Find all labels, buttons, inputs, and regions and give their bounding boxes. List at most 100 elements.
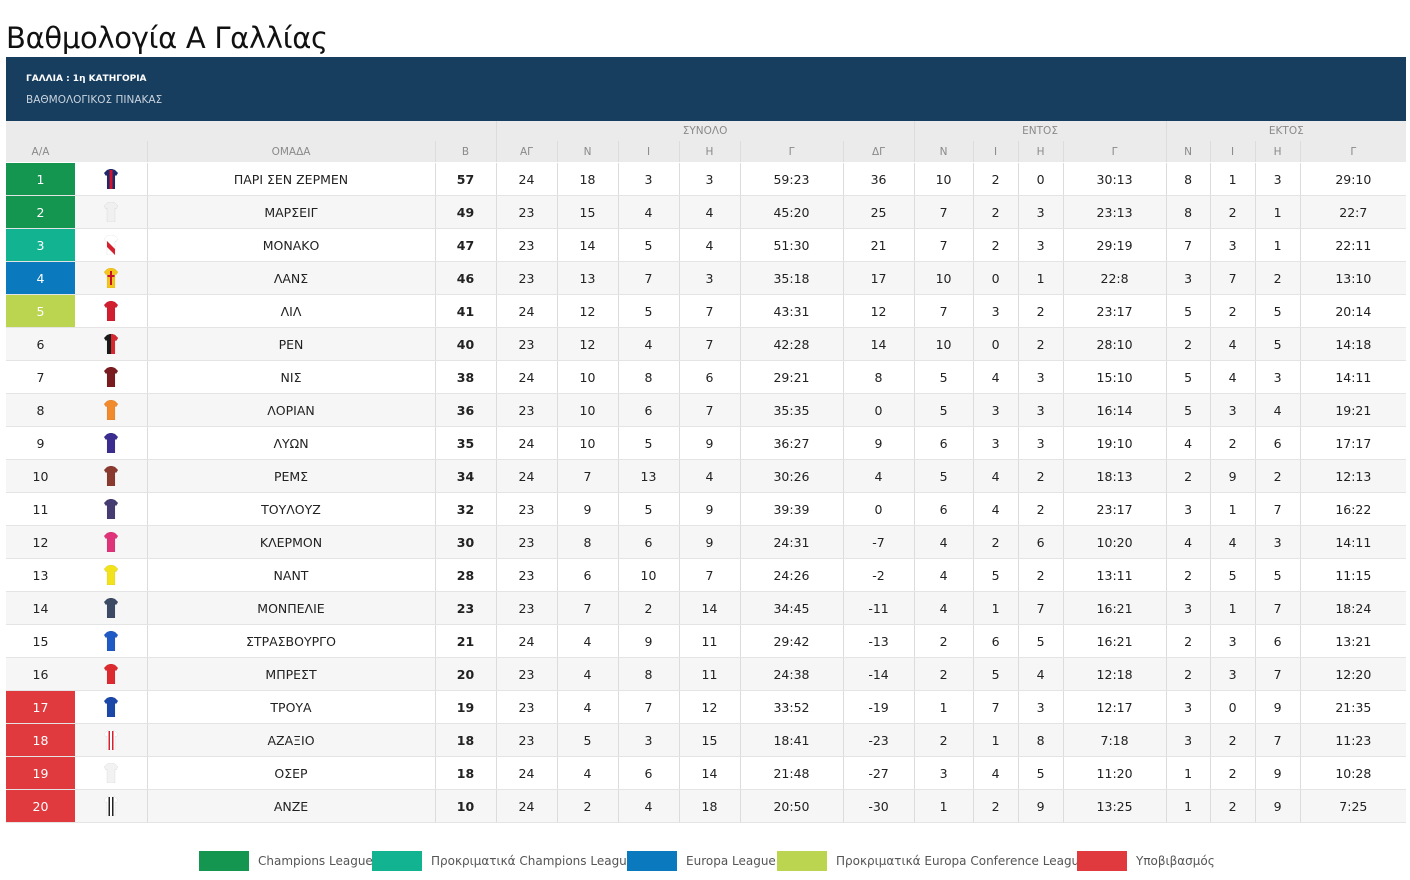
team-name[interactable]: ΛΥΩΝ [146, 426, 435, 460]
col-header-goals[interactable]: Γ [739, 141, 843, 163]
table-row[interactable]: 1 ΠΑΡΙ ΣΕΝ ΖΕΡΜΕΝ 57 24 18 3 3 59:23 36 10 2 0 30:13… [6, 162, 1407, 196]
away-draws-cell: 3 [1209, 624, 1256, 658]
col-header-home-goals[interactable]: Γ [1062, 141, 1167, 163]
table-row[interactable]: 4 ΛΑΝΣ 46 23 13 7 3 35:18 17 10 0 1 22:8 3 7 2 13:10 [6, 261, 1407, 295]
team-name[interactable]: ΜΠΡΕΣΤ [146, 657, 435, 691]
table-row[interactable]: 9 ΛΥΩΝ 35 24 10 5 9 36:27 9 6 3 3 19:10 4 2 6 17:17 [6, 426, 1407, 460]
table-row[interactable]: 15 ΣΤΡΑΣΒΟΥΡΓΟ 21 24 4 9 11 29:42 -13 2 6 5 16:21 2 3 6… [6, 624, 1407, 658]
table-row[interactable]: 16 ΜΠΡΕΣΤ 20 23 4 8 11 24:38 -14 2 5 4 12:18 2 3 7 12:20 [6, 657, 1407, 691]
col-header-home-losses[interactable]: Η [1017, 141, 1064, 163]
position-cell: 5 [6, 294, 75, 328]
col-header-away-draws[interactable]: Ι [1209, 141, 1256, 163]
draws-cell: 3 [617, 162, 679, 196]
team-name[interactable]: ΑΝΖΕ [146, 789, 435, 823]
away-losses-cell: 2 [1254, 459, 1301, 493]
col-header-position[interactable]: Α/Α [6, 141, 75, 163]
points-cell: 35 [434, 426, 496, 460]
goals-cell: 45:20 [739, 195, 843, 229]
table-row[interactable]: 14 ΜΟΝΠΕΛΙΕ 23 23 7 2 14 34:45 -11 4 1 7 16:21 3 1 7 18:… [6, 591, 1407, 625]
standings-body: 1 ΠΑΡΙ ΣΕΝ ΖΕΡΜΕΝ 57 24 18 3 3 59:23 36 10 2 0 30:13… [6, 162, 1407, 823]
table-row[interactable]: 20 ΑΝΖΕ 10 24 2 4 18 20:50 -30 1 2 9 13:25 1 2 9 7:25 [6, 789, 1407, 823]
home-wins-cell: 5 [913, 360, 974, 394]
col-header-losses[interactable]: Η [678, 141, 740, 163]
team-name[interactable]: ΡΕΜΣ [146, 459, 435, 493]
team-name[interactable]: ΜΑΡΣΕΙΓ [146, 195, 435, 229]
team-name[interactable]: ΛΟΡΙΑΝ [146, 393, 435, 427]
standings-table: ΣΥΝΟΛΟ ΕΝΤΟΣ ΕΚΤΟΣ Α/Α ΟΜΑΔΑ Β ΑΓ Ν Ι Η … [6, 121, 1407, 823]
home-draws-cell: 2 [972, 195, 1019, 229]
ajaccio-kit-icon [103, 730, 118, 750]
team-name[interactable]: ΝΑΝΤ [146, 558, 435, 592]
team-name[interactable]: ΑΖΑΞΙΟ [146, 723, 435, 757]
brest-kit-icon [103, 664, 118, 684]
away-wins-cell: 2 [1165, 624, 1211, 658]
table-row[interactable]: 18 ΑΖΑΞΙΟ 18 23 5 3 15 18:41 -23 2 1 8 7:18 3 2 7 11:23 [6, 723, 1407, 757]
away-draws-cell: 2 [1209, 195, 1256, 229]
away-goals-cell: 14:11 [1299, 360, 1407, 394]
goal-diff-cell: 12 [842, 294, 915, 328]
table-row[interactable]: 12 ΚΛΕΡΜΟΝ 30 23 8 6 9 24:31 -7 4 2 6 10:20 4 4 3 14:11 [6, 525, 1407, 559]
table-row[interactable]: 5 ΛΙΛ 41 24 12 5 7 43:31 12 7 3 2 23:17 5 2 5 20:14 [6, 294, 1407, 328]
goals-cell: 24:31 [739, 525, 843, 559]
table-row[interactable]: 17 ΤΡΟΥΑ 19 23 4 7 12 33:52 -19 1 7 3 12:17 3 0 9 21:35 [6, 690, 1407, 724]
col-header-home-draws[interactable]: Ι [972, 141, 1019, 163]
team-name[interactable]: ΜΟΝΑΚΟ [146, 228, 435, 262]
table-row[interactable]: 13 ΝΑΝΤ 28 23 6 10 7 24:26 -2 4 5 2 13:11 2 5 5 11:15 [6, 558, 1407, 592]
team-name[interactable]: ΚΛΕΡΜΟΝ [146, 525, 435, 559]
wins-cell: 8 [556, 525, 618, 559]
team-name[interactable]: ΟΣΕΡ [146, 756, 435, 790]
col-header-team[interactable]: ΟΜΑΔΑ [146, 141, 435, 163]
home-wins-cell: 6 [913, 492, 974, 526]
table-row[interactable]: 2 ΜΑΡΣΕΙΓ 49 23 15 4 4 45:20 25 7 2 3 23:13 8 2 1 22:7 [6, 195, 1407, 229]
col-header-away-goals[interactable]: Γ [1299, 141, 1407, 163]
draws-cell: 7 [617, 261, 679, 295]
team-name[interactable]: ΛΑΝΣ [146, 261, 435, 295]
psg-kit-icon [103, 169, 118, 189]
team-name[interactable]: ΤΡΟΥΑ [146, 690, 435, 724]
col-header-goal-diff[interactable]: ΔΓ [842, 141, 915, 163]
col-header-home-wins[interactable]: Ν [913, 141, 974, 163]
legend-label: Προκριματικά Champions League [431, 854, 635, 868]
nice-kit-icon [103, 367, 118, 387]
draws-cell: 9 [617, 624, 679, 658]
col-header-points[interactable]: Β [434, 141, 496, 163]
team-name[interactable]: ΜΟΝΠΕΛΙΕ [146, 591, 435, 625]
table-row[interactable]: 7 ΝΙΣ 38 24 10 8 6 29:21 8 5 4 3 15:10 5 4 3 14:11 [6, 360, 1407, 394]
team-name[interactable]: ΛΙΛ [146, 294, 435, 328]
table-row[interactable]: 10 ΡΕΜΣ 34 24 7 13 4 30:26 4 5 4 2 18:13 2 9 2 12:13 [6, 459, 1407, 493]
header-group-away: ΕΚΤΟΣ [1165, 121, 1407, 141]
home-goals-cell: 29:19 [1062, 228, 1167, 262]
team-kit-cell [75, 426, 147, 460]
team-name[interactable]: ΠΑΡΙ ΣΕΝ ΖΕΡΜΕΝ [146, 162, 435, 196]
table-row[interactable]: 19 ΟΣΕΡ 18 24 4 6 14 21:48 -27 3 4 5 11:20 1 2 9 10:28 [6, 756, 1407, 790]
losses-cell: 14 [678, 756, 740, 790]
home-draws-cell: 3 [972, 294, 1019, 328]
goals-cell: 35:18 [739, 261, 843, 295]
col-header-wins[interactable]: Ν [556, 141, 618, 163]
away-losses-cell: 7 [1254, 723, 1301, 757]
played-cell: 23 [495, 195, 557, 229]
points-cell: 32 [434, 492, 496, 526]
played-cell: 23 [495, 261, 557, 295]
table-row[interactable]: 8 ΛΟΡΙΑΝ 36 23 10 6 7 35:35 0 5 3 3 16:14 5 3 4 19:21 [6, 393, 1407, 427]
col-header-played[interactable]: ΑΓ [495, 141, 557, 163]
col-header-away-losses[interactable]: Η [1254, 141, 1301, 163]
draws-cell: 13 [617, 459, 679, 493]
table-row[interactable]: 3 ΜΟΝΑΚΟ 47 23 14 5 4 51:30 21 7 2 3 29:19 7 3 1 22:11 [6, 228, 1407, 262]
table-row[interactable]: 11 ΤΟΥΛΟΥΖ 32 23 9 5 9 39:39 0 6 4 2 23:17 3 1 7 16:22 [6, 492, 1407, 526]
team-name[interactable]: ΡΕΝ [146, 327, 435, 361]
away-goals-cell: 14:18 [1299, 327, 1407, 361]
col-header-draws[interactable]: Ι [617, 141, 679, 163]
home-draws-cell: 5 [972, 657, 1019, 691]
position-cell: 20 [6, 789, 75, 823]
losses-cell: 9 [678, 492, 740, 526]
col-header-away-wins[interactable]: Ν [1165, 141, 1211, 163]
goal-diff-cell: 17 [842, 261, 915, 295]
team-name[interactable]: ΝΙΣ [146, 360, 435, 394]
header-group-total: ΣΥΝΟΛΟ [495, 121, 915, 141]
table-row[interactable]: 6 ΡΕΝ 40 23 12 4 7 42:28 14 10 0 2 28:10 2 4 5 14:18 [6, 327, 1407, 361]
team-name[interactable]: ΣΤΡΑΣΒΟΥΡΓΟ [146, 624, 435, 658]
position-cell: 13 [6, 558, 75, 592]
position-cell: 7 [6, 360, 75, 394]
team-name[interactable]: ΤΟΥΛΟΥΖ [146, 492, 435, 526]
